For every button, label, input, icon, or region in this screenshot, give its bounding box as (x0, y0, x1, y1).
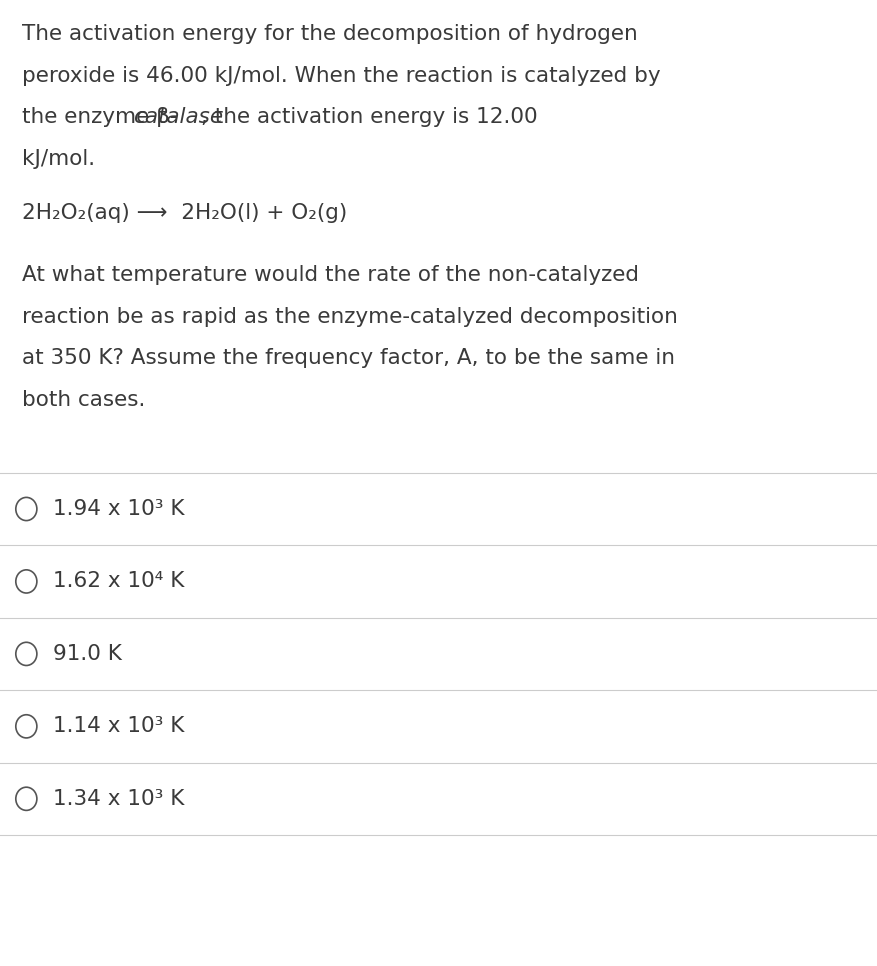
Text: reaction be as rapid as the enzyme-catalyzed decomposition: reaction be as rapid as the enzyme-catal… (22, 306, 677, 327)
Text: kJ/mol.: kJ/mol. (22, 149, 95, 169)
Text: peroxide is 46.00 kJ/mol. When the reaction is catalyzed by: peroxide is 46.00 kJ/mol. When the react… (22, 66, 660, 86)
Text: 1.14 x 10³ K: 1.14 x 10³ K (53, 717, 184, 736)
Text: catalase: catalase (132, 107, 223, 128)
Text: 2H₂O₂(aq) ⟶  2H₂O(l) + O₂(g): 2H₂O₂(aq) ⟶ 2H₂O(l) + O₂(g) (22, 203, 346, 223)
Text: 91.0 K: 91.0 K (53, 644, 121, 664)
Text: at 350 K? Assume the frequency factor, A, to be the same in: at 350 K? Assume the frequency factor, A… (22, 348, 674, 368)
Text: 1.34 x 10³ K: 1.34 x 10³ K (53, 789, 184, 809)
Text: 1.62 x 10⁴ K: 1.62 x 10⁴ K (53, 572, 184, 591)
Text: , the activation energy is 12.00: , the activation energy is 12.00 (201, 107, 537, 128)
Text: The activation energy for the decomposition of hydrogen: The activation energy for the decomposit… (22, 24, 637, 44)
Text: both cases.: both cases. (22, 389, 146, 410)
Text: 1.94 x 10³ K: 1.94 x 10³ K (53, 499, 184, 519)
Text: At what temperature would the rate of the non-catalyzed: At what temperature would the rate of th… (22, 265, 638, 285)
Text: the enzyme β-: the enzyme β- (22, 107, 177, 128)
